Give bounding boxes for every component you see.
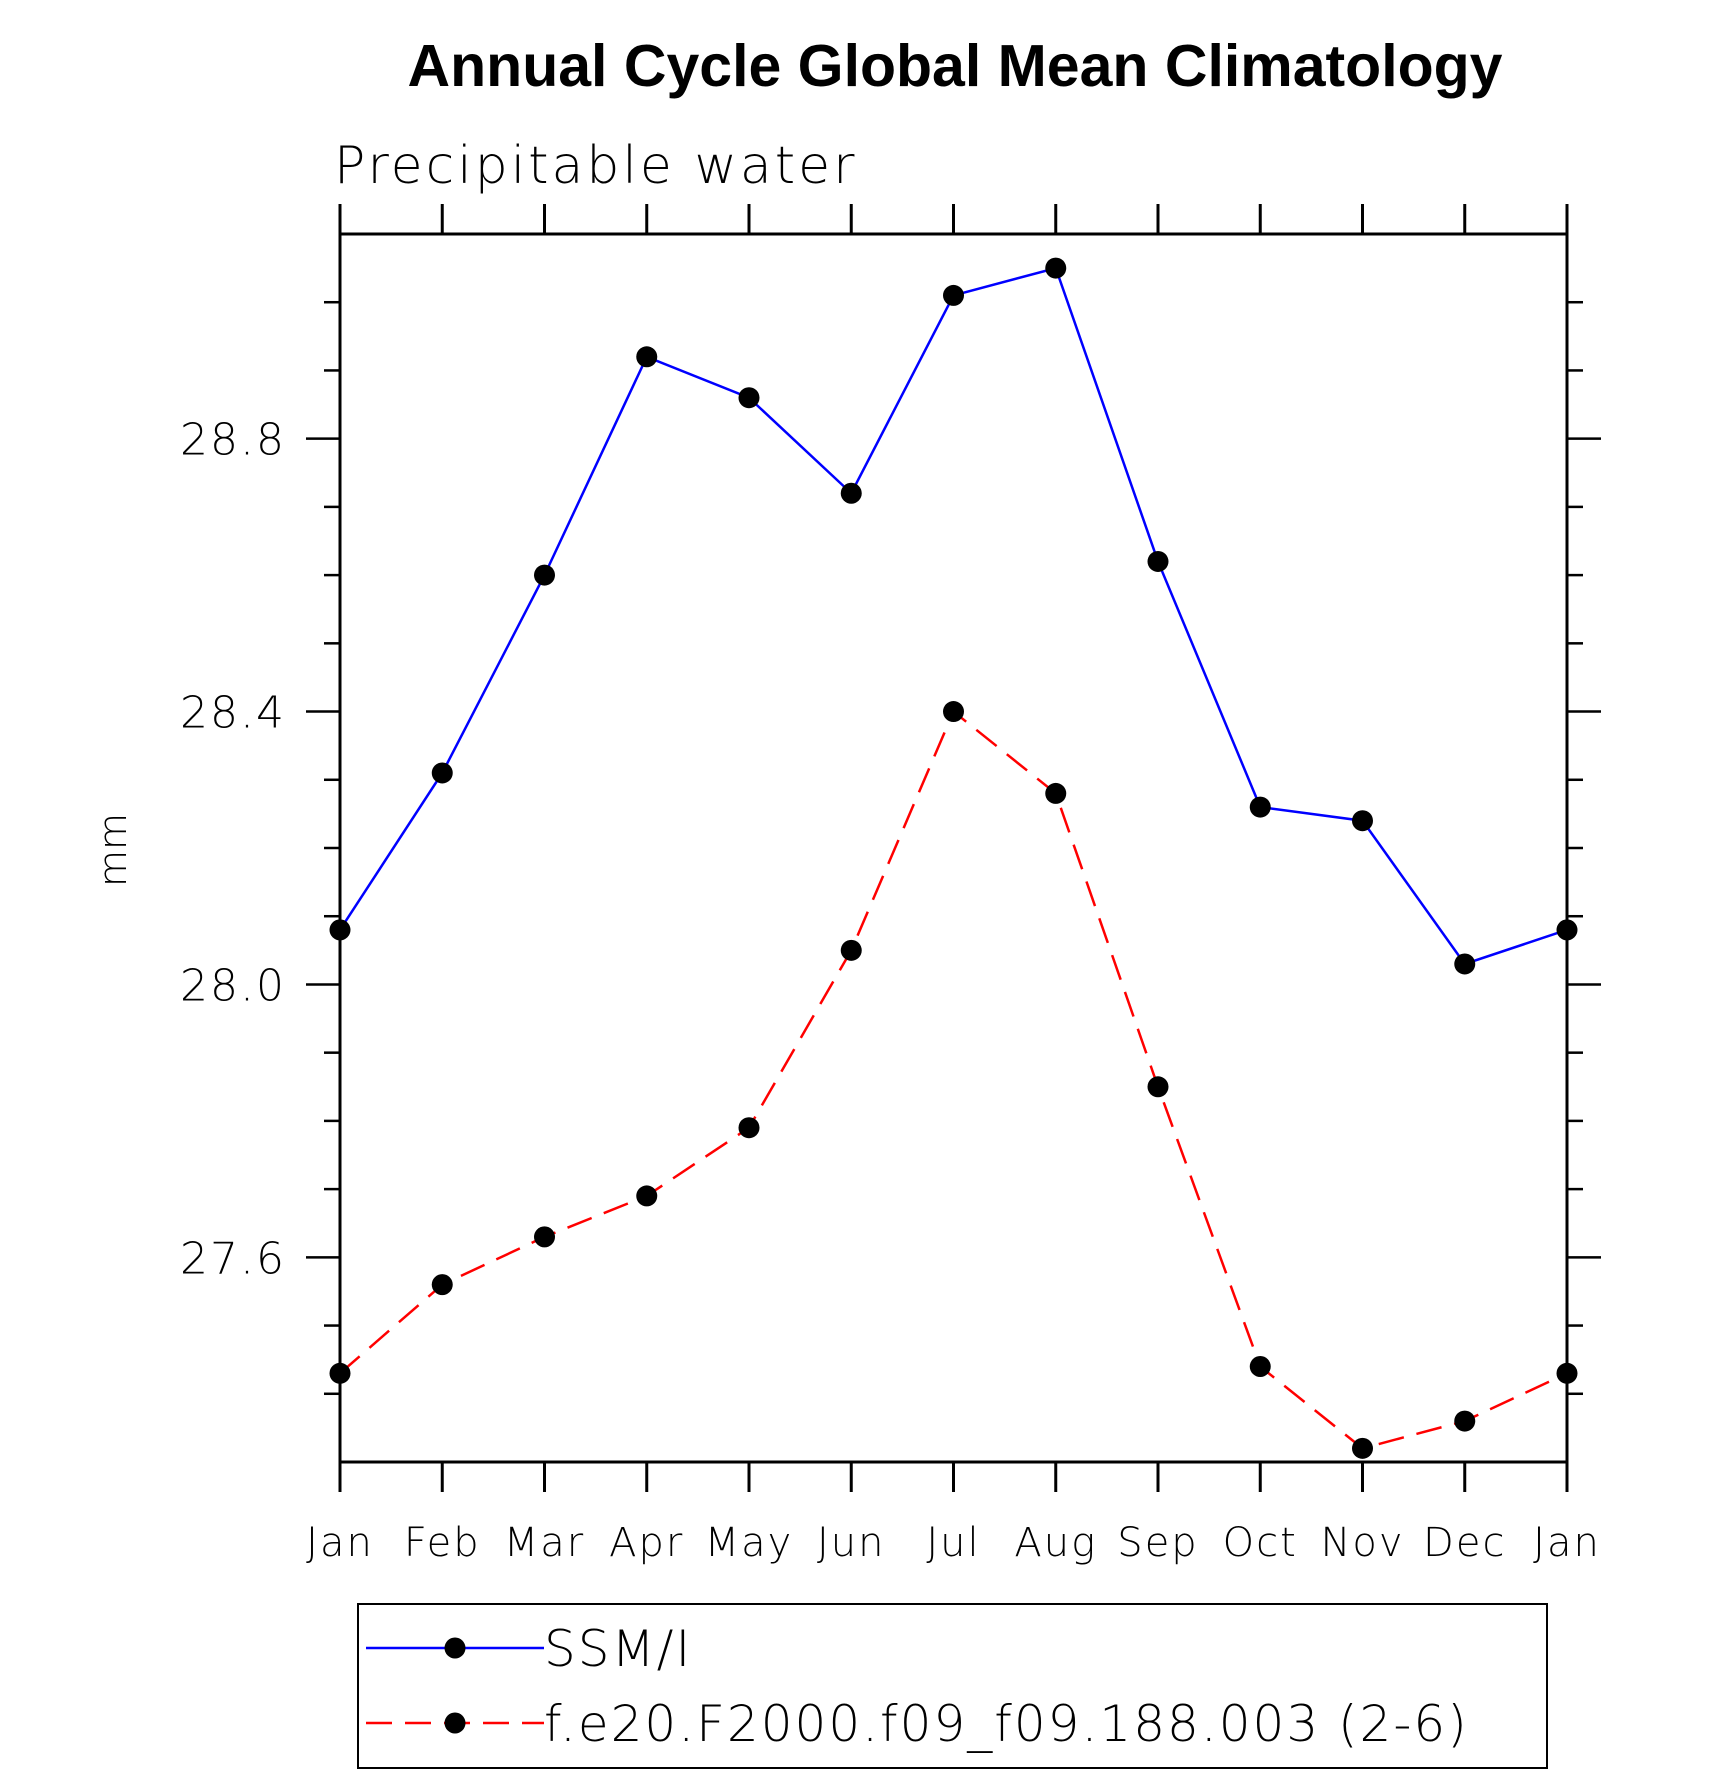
- x-tick-label: Jan: [306, 1520, 374, 1566]
- series-2-point: [431, 1274, 453, 1296]
- series-line-1: [338, 266, 1568, 966]
- series-1-point: [943, 284, 964, 306]
- x-tick-label: Feb: [404, 1520, 481, 1566]
- legend-label-2: f.e20.F2000.f09_f09.188.003 (2-6): [544, 1695, 1469, 1753]
- series-2-point: [636, 1185, 658, 1207]
- series-1-point: [1249, 796, 1271, 818]
- x-tick-label: Aug: [1014, 1520, 1097, 1566]
- series-2-point: [738, 1117, 760, 1139]
- series-1-point: [1045, 257, 1067, 279]
- x-tick-label: Sep: [1117, 1520, 1198, 1566]
- series-2-point: [1556, 1362, 1578, 1384]
- x-tick-label: Jan: [1533, 1520, 1601, 1566]
- legend-marker-2: [444, 1712, 466, 1734]
- x-tick-label: May: [705, 1520, 794, 1566]
- y-tick-label: 28.0: [180, 960, 286, 1011]
- legend-marker-1: [444, 1637, 466, 1659]
- x-tick-label: Jul: [926, 1520, 980, 1566]
- series-1-point: [431, 762, 453, 784]
- series-1-point: [1352, 810, 1373, 832]
- series-1-point: [738, 387, 760, 409]
- series-2-point: [943, 701, 964, 723]
- series-2-point: [1352, 1437, 1373, 1459]
- y-tick-label: 27.6: [180, 1233, 286, 1284]
- series-1-point: [1556, 919, 1578, 941]
- series-2-point: [1249, 1355, 1271, 1377]
- legend-label-1: SSM/I: [544, 1620, 692, 1678]
- chart-title: Annual Cycle Global Mean Climatology: [408, 33, 1503, 99]
- series-2-point: [1454, 1410, 1476, 1432]
- series-2-point: [1147, 1076, 1169, 1098]
- series-2-point: [1045, 782, 1067, 804]
- y-tick-label: 28.4: [180, 688, 286, 739]
- x-tick-label: Apr: [609, 1520, 684, 1566]
- y-tick-label: 28.8: [180, 415, 286, 466]
- x-tick-label: Oct: [1223, 1520, 1298, 1566]
- legend: SSM/I f.e20.F2000.f09_f09.188.003 (2-6): [357, 1603, 1548, 1769]
- series-1-point: [329, 919, 351, 941]
- series-1-point: [534, 564, 555, 586]
- x-tick-label: Jun: [817, 1520, 886, 1566]
- series-1-point: [1454, 953, 1476, 975]
- x-tick-label: Mar: [504, 1520, 585, 1566]
- chart-subtitle: Precipitable water: [334, 136, 858, 196]
- series-1-point: [840, 482, 862, 504]
- legend-box: [357, 1603, 1548, 1769]
- x-tick-label: Nov: [1320, 1520, 1404, 1566]
- x-tick-label: Dec: [1423, 1520, 1506, 1566]
- series-2-point: [329, 1362, 351, 1384]
- series-2-point: [840, 939, 862, 961]
- series-2-point: [534, 1226, 555, 1248]
- series-line-2: [339, 709, 1568, 1450]
- plot-area: Jan Feb Mar Apr May Jun Jul Aug Sep Oct Nov Dec Jan 2…: [180, 204, 1601, 1566]
- y-axis-label: mm: [91, 813, 135, 887]
- series-1-point: [636, 346, 658, 368]
- series-1-point: [1147, 550, 1169, 572]
